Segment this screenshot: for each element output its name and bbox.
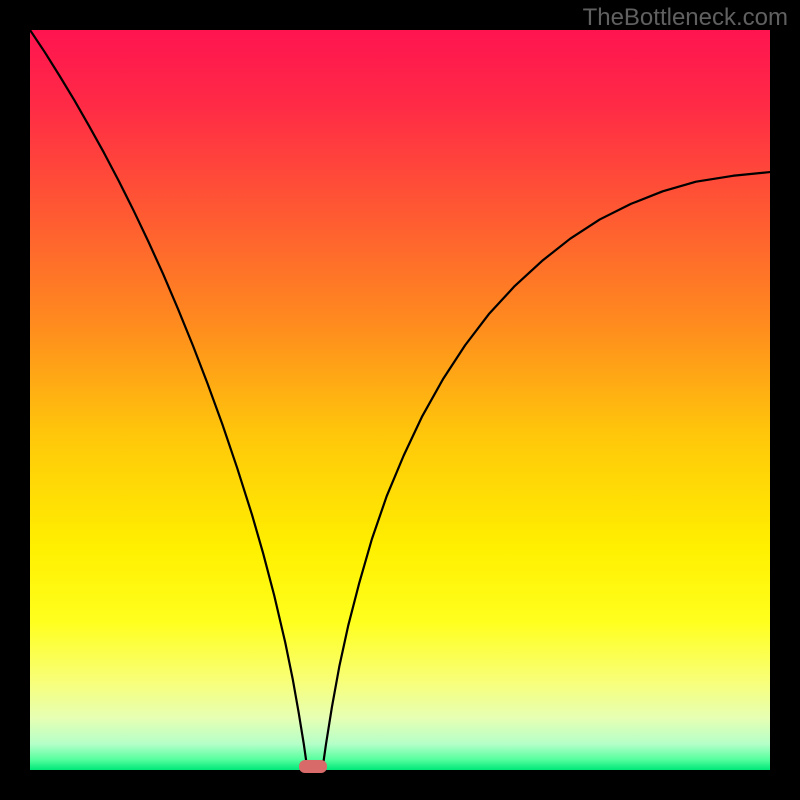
bottleneck-curve [30, 30, 770, 770]
trough-marker [299, 760, 327, 773]
plot-area [30, 30, 770, 770]
watermark-text: TheBottleneck.com [583, 4, 788, 32]
chart-container: TheBottleneck.com [0, 0, 800, 800]
